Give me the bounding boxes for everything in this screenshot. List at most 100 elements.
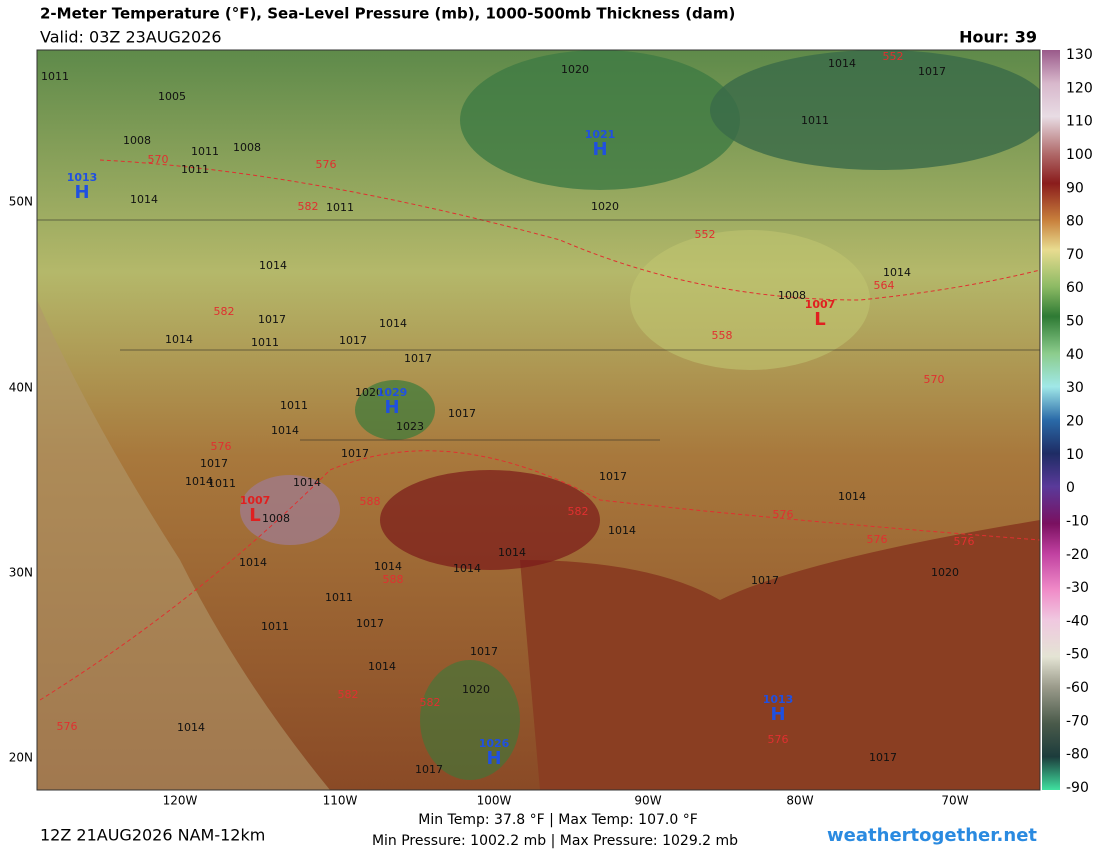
center-letter: L [814,309,825,330]
thickness-label: 582 [420,696,441,709]
center-letter: H [592,139,607,160]
thickness-label: 582 [338,688,359,701]
isobar-label: 1014 [293,476,321,489]
thickness-label: 582 [568,505,589,518]
lat-label: 20N [9,751,33,765]
isobar-label: 1014 [883,266,911,279]
isobar-label: 1017 [448,407,476,420]
thickness-label: 576 [954,535,975,548]
isobar-label: 1020 [591,200,619,213]
center-pressure: 1007 [805,298,836,311]
thickness-label: 576 [773,508,794,521]
isobar-label: 1011 [208,477,236,490]
isobar-label: 1017 [258,313,286,326]
isobar-label: 1011 [261,620,289,633]
colorbar-tick-label: 40 [1066,347,1084,363]
isobar-label: 1014 [185,475,213,488]
isobar-label: 1014 [239,556,267,569]
thickness-label: 576 [867,533,888,546]
isobar-label: 1017 [200,457,228,470]
colorbar-tick-label: 60 [1066,280,1084,296]
colorbar-tick-label: -10 [1066,513,1089,529]
colorbar-tick-label: 90 [1066,180,1084,196]
thickness-label: 576 [57,720,78,733]
isobar-label: 1017 [918,65,946,78]
thickness-label: 576 [211,440,232,453]
map-frame [36,49,1041,791]
colorbar-tick-label: 20 [1066,414,1084,430]
valid-time: Valid: 03Z 23AUG2026 [40,28,222,47]
center-pressure: 1021 [585,128,616,141]
colorbar-tick-label: -60 [1066,680,1089,696]
isobar-label: 1011 [280,399,308,412]
thickness-label: 570 [924,373,945,386]
isobar-label: 1020 [561,63,589,76]
isobar-label: 1023 [396,420,424,433]
title: 2-Meter Temperature (°F), Sea-Level Pres… [40,5,735,23]
center-pressure: 1026 [479,737,510,750]
thickness-label: 582 [214,305,235,318]
isobar-label: 1011 [326,201,354,214]
pressure-range: Min Pressure: 1002.2 mb | Max Pressure: … [372,833,738,849]
isobar-label: 1020 [931,566,959,579]
credit: weathertogether.net [827,825,1037,846]
center-letter: H [770,704,785,725]
colorbar-tick-label: 120 [1066,80,1093,96]
colorbar-tick-label: -90 [1066,780,1089,796]
isobar-label: 1014 [177,721,205,734]
isobar-label: 1008 [778,289,806,302]
colorbar-tick-label: -30 [1066,580,1089,596]
lon-label: 70W [941,794,968,808]
map [37,50,1040,790]
model-run: 12Z 21AUG2026 NAM-12km [40,826,265,845]
center-pressure: 1013 [763,693,794,706]
colorbar-tick-label: 80 [1066,214,1084,230]
colorbar-tick-label: 110 [1066,114,1093,130]
isobar-label: 1017 [356,617,384,630]
center-pressure: 1029 [377,386,408,399]
lat-label: 40N [9,381,33,395]
isobar-label: 1011 [325,591,353,604]
isobar-label: 1017 [599,470,627,483]
isobar-label: 1014 [130,193,158,206]
thickness-label: 564 [874,279,895,292]
isobar-label: 1014 [828,57,856,70]
colorbar-tick-label: 0 [1066,480,1075,496]
thickness-label: 588 [360,495,381,508]
center-letter: H [74,182,89,203]
colorbar-tick-label: 130 [1066,47,1093,63]
lon-label: 90W [634,794,661,808]
isobar-label: 1008 [262,512,290,525]
lon-label: 110W [323,794,358,808]
isobar-label: 1017 [339,334,367,347]
lon-label: 100W [477,794,512,808]
isobar-label: 1008 [123,134,151,147]
colorbar-tick-label: -80 [1066,747,1089,763]
isobar-label: 1020 [462,683,490,696]
center-pressure: 1007 [240,494,271,507]
isobar-label: 1005 [158,90,186,103]
thickness-label: 588 [383,573,404,586]
center-pressure: 1013 [67,171,98,184]
thickness-label: 570 [148,153,169,166]
isobar-label: 1014 [374,560,402,573]
isobar-label: 1014 [271,424,299,437]
isobar-label: 1011 [181,163,209,176]
thickness-label: 558 [712,329,733,342]
isobar-label: 1014 [453,562,481,575]
colorbar-tick-label: 10 [1066,447,1084,463]
isobar-label: 1017 [415,763,443,776]
isobar-label: 1017 [470,645,498,658]
thickness-label: 552 [883,50,904,63]
center-letter: H [384,397,399,418]
colorbar-tick-label: -70 [1066,713,1089,729]
lon-label: 120W [163,794,198,808]
isobar-label: 1011 [191,145,219,158]
colorbar-tick-label: -50 [1066,647,1089,663]
thickness-label: 576 [316,158,337,171]
isobar-label: 1014 [608,524,636,537]
colorbar-tick-label: -20 [1066,547,1089,563]
lat-label: 50N [9,195,33,209]
colorbar [1042,50,1060,790]
